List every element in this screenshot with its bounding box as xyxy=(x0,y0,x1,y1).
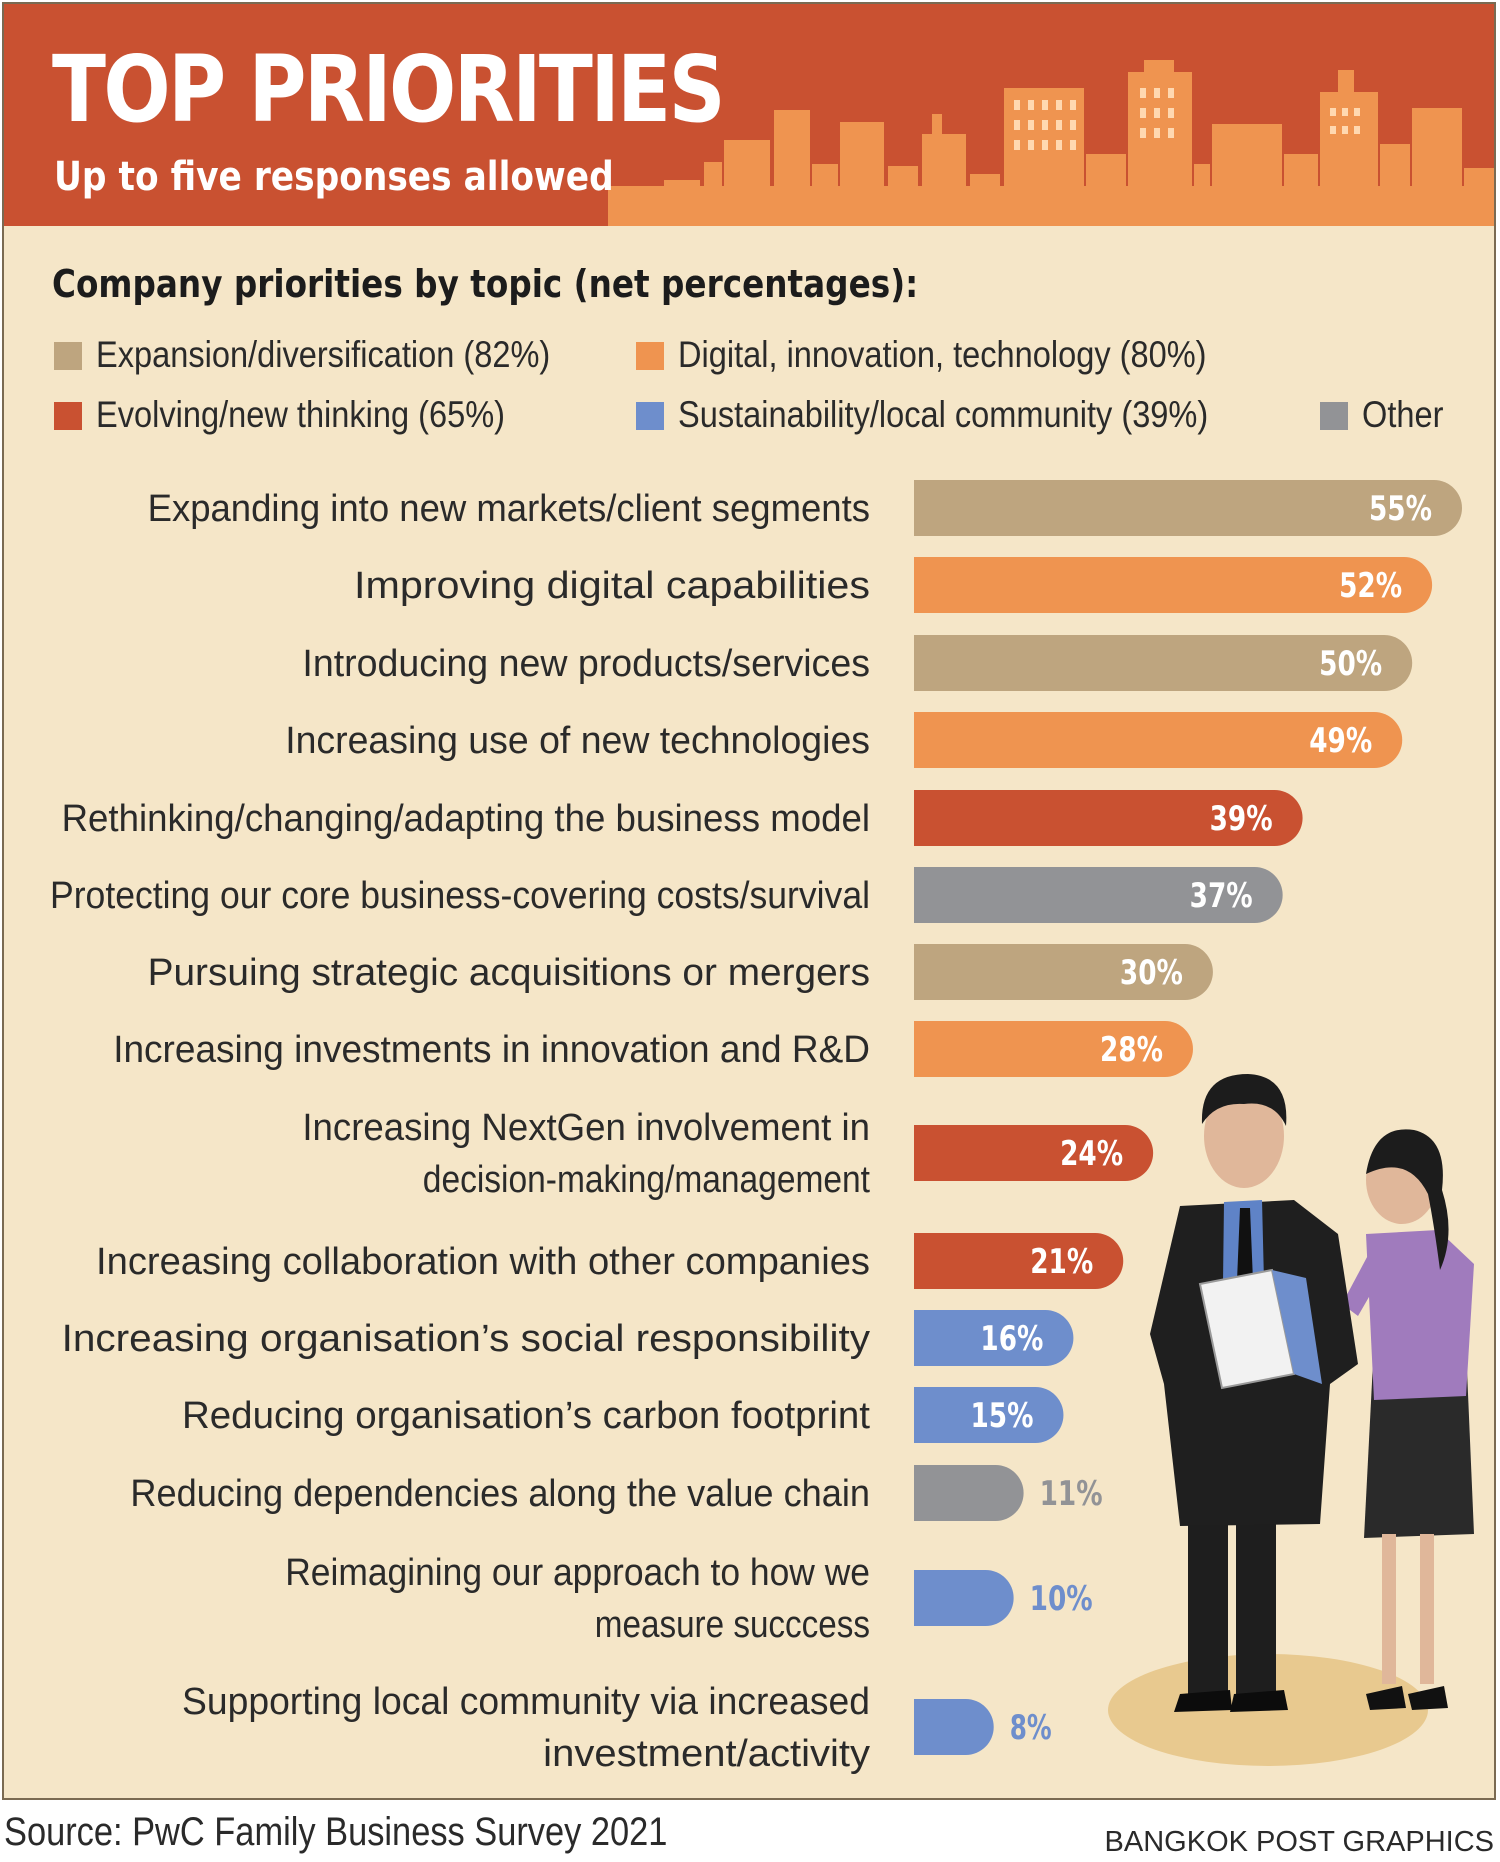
value-label: 52% xyxy=(1339,566,1402,606)
category-label: investment/activity xyxy=(543,1733,870,1775)
bar xyxy=(914,790,1303,846)
bar xyxy=(914,480,1462,536)
value-label: 37% xyxy=(1190,876,1253,916)
category-label: Expanding into new markets/client segmen… xyxy=(148,488,870,530)
bar xyxy=(914,557,1433,613)
bar xyxy=(914,1310,1074,1366)
bar xyxy=(914,1570,1014,1626)
infographic-subtitle: Up to five responses allowed xyxy=(54,154,614,200)
value-label: 16% xyxy=(980,1319,1043,1359)
header-banner: TOP PRIORITIES Up to five responses allo… xyxy=(4,4,1494,226)
legend-label: Other xyxy=(1362,394,1444,435)
infographic-title: TOP PRIORITIES xyxy=(52,36,726,143)
category-label: decision-making/management xyxy=(423,1159,871,1201)
chart-heading: Company priorities by topic (net percent… xyxy=(52,262,919,306)
value-label: 10% xyxy=(1030,1579,1093,1619)
category-label: Reimagining our approach to how we xyxy=(285,1552,870,1594)
bar xyxy=(914,867,1283,923)
category-label: Increasing collaboration with other comp… xyxy=(96,1241,870,1283)
category-label: Increasing organisation’s social respons… xyxy=(62,1318,870,1360)
legend-swatch xyxy=(1320,402,1348,430)
value-label: 8% xyxy=(1010,1708,1052,1748)
value-label: 21% xyxy=(1030,1242,1093,1282)
category-label: Introducing new products/services xyxy=(302,643,870,685)
legend-label: Expansion/diversification (82%) xyxy=(96,334,551,375)
bar xyxy=(914,944,1213,1000)
bar-chart: Expanding into new markets/client segmen… xyxy=(50,480,1462,1775)
legend-swatch xyxy=(54,402,82,430)
category-label: Reducing organisation’s carbon footprint xyxy=(182,1395,870,1437)
bar xyxy=(914,1387,1064,1443)
category-label: Improving digital capabilities xyxy=(354,565,870,607)
legend-label: Sustainability/local community (39%) xyxy=(678,394,1209,435)
bar xyxy=(914,635,1413,691)
legend-label: Evolving/new thinking (65%) xyxy=(96,394,506,435)
legend-label: Digital, innovation, technology (80%) xyxy=(678,334,1207,375)
bar xyxy=(914,1021,1193,1077)
category-label: Protecting our core business-covering co… xyxy=(50,875,870,917)
category-label: Increasing use of new technologies xyxy=(285,720,870,762)
bar xyxy=(914,1233,1124,1289)
category-label: Pursuing strategic acquisitions or merge… xyxy=(148,952,870,994)
bar xyxy=(914,1699,994,1755)
value-label: 39% xyxy=(1210,799,1273,839)
value-label: 15% xyxy=(970,1396,1033,1436)
value-label: 49% xyxy=(1309,721,1372,761)
city-skyline-illustration xyxy=(608,60,1494,226)
value-label: 28% xyxy=(1100,1030,1163,1070)
value-label: 50% xyxy=(1319,644,1382,684)
bar xyxy=(914,712,1403,768)
category-label: Increasing investments in innovation and… xyxy=(113,1029,870,1071)
value-label: 30% xyxy=(1120,953,1183,993)
value-label: 55% xyxy=(1369,489,1432,529)
category-label: Reducing dependencies along the value ch… xyxy=(130,1473,870,1515)
category-label: measure succcess xyxy=(595,1604,870,1646)
bar xyxy=(914,1465,1024,1521)
legend-swatch xyxy=(636,342,664,370)
business-people-illustration xyxy=(1108,1074,1474,1766)
legend-swatch xyxy=(54,342,82,370)
source-note: Source: PwC Family Business Survey 2021 xyxy=(4,1810,668,1854)
bar xyxy=(914,1125,1154,1181)
category-label: Supporting local community via increased xyxy=(182,1681,870,1723)
graphics-credit: BANGKOK POST GRAPHICS xyxy=(1104,1826,1494,1858)
category-label: Rethinking/changing/adapting the busines… xyxy=(62,798,870,840)
infographic-panel: TOP PRIORITIES Up to five responses allo… xyxy=(2,2,1496,1800)
value-label: 11% xyxy=(1040,1474,1103,1514)
legend-swatch xyxy=(636,402,664,430)
category-label: Increasing NextGen involvement in xyxy=(302,1107,870,1149)
value-label: 24% xyxy=(1060,1134,1123,1174)
